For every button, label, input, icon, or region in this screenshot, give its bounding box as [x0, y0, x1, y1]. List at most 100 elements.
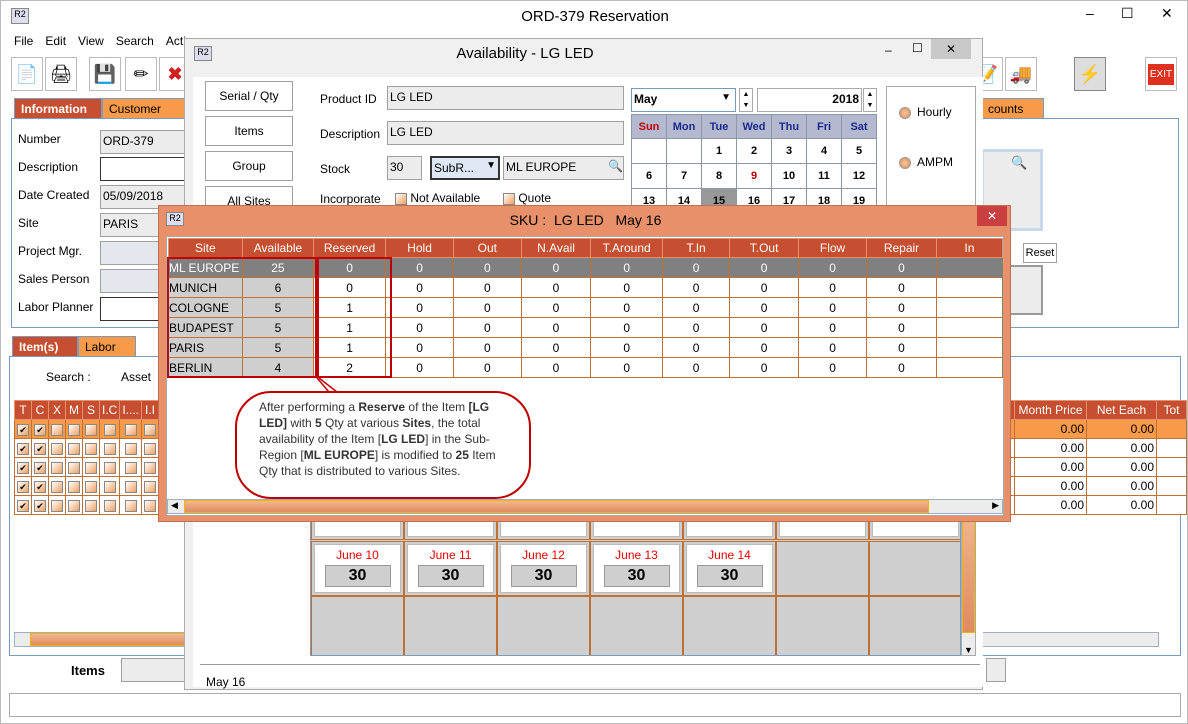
column-header[interactable]: T.In — [661, 238, 731, 258]
column-header[interactable]: S — [82, 400, 100, 420]
row-checkbox[interactable] — [98, 476, 121, 496]
row-checkbox[interactable] — [98, 495, 121, 515]
day-cell[interactable]: June 13 30 — [590, 541, 683, 596]
scroll-left-icon[interactable]: ◀ — [171, 500, 178, 510]
hourly-radio[interactable]: Hourly — [899, 105, 952, 119]
calendar-day[interactable]: 10 — [771, 163, 807, 189]
table-row[interactable]: ✔✔R — [14, 438, 173, 458]
calendar-day[interactable]: 2 — [736, 138, 772, 164]
column-header[interactable]: In — [935, 238, 1003, 258]
row-checkbox[interactable] — [65, 476, 83, 496]
day-grid-vscrollbar[interactable]: ▼ — [961, 504, 976, 656]
sku-table-scrollbar[interactable]: ◀ ▶ — [167, 499, 1003, 514]
calendar-day[interactable]: 11 — [806, 163, 842, 189]
column-header[interactable]: Site — [168, 238, 243, 258]
calendar-day[interactable]: 4 — [806, 138, 842, 164]
calendar-day[interactable]: 14 — [666, 188, 702, 214]
sku-close-button[interactable]: ✕ — [977, 206, 1007, 226]
menu-actions[interactable]: Acti — [165, 34, 186, 48]
row-checkbox[interactable] — [48, 476, 66, 496]
calendar-day[interactable]: 8 — [701, 163, 737, 189]
row-checkbox[interactable] — [48, 495, 66, 515]
dialog-close-button[interactable]: ✕ — [931, 39, 971, 59]
scroll-right-icon[interactable]: ▶ — [992, 500, 999, 510]
table-row[interactable]: BERLIN 4 2 0 0 0 0 0 0 0 0 — [168, 357, 1003, 378]
row-checkbox[interactable] — [119, 419, 143, 439]
column-header[interactable]: X — [48, 400, 66, 420]
region-search-icon[interactable]: 🔍 — [608, 159, 623, 173]
calendar-day[interactable]: 7 — [666, 163, 702, 189]
quote-checkbox[interactable]: Quote — [503, 191, 551, 205]
not-available-checkbox[interactable]: Not Available — [395, 191, 480, 205]
day-cell[interactable]: June 14 30 — [683, 541, 776, 596]
row-checkbox[interactable] — [141, 457, 160, 477]
row-checkbox[interactable]: ✔ — [31, 495, 49, 515]
menu-view[interactable]: View — [78, 34, 104, 48]
column-header[interactable]: N.Avail — [520, 238, 592, 258]
table-row[interactable]: 0.00 0.00 — [1004, 438, 1187, 458]
tab-discounts[interactable]: counts — [981, 98, 1044, 118]
tab-information[interactable]: Information — [14, 98, 102, 118]
column-header[interactable]: Hold — [384, 238, 455, 258]
day-cell[interactable]: June 12 30 — [497, 541, 590, 596]
row-checkbox[interactable] — [82, 457, 100, 477]
row-checkbox[interactable] — [141, 495, 160, 515]
row-checkbox[interactable] — [48, 457, 66, 477]
column-header[interactable]: I.... — [119, 400, 143, 420]
tab-customer[interactable]: Customer — [102, 98, 192, 118]
product-id-field[interactable]: LG LED — [387, 86, 624, 110]
row-checkbox[interactable]: ✔ — [14, 495, 32, 515]
close-button[interactable]: ✕ — [1161, 5, 1173, 21]
tab-labor[interactable]: Labor — [78, 336, 136, 356]
row-checkbox[interactable]: ✔ — [14, 457, 32, 477]
row-checkbox[interactable] — [119, 457, 143, 477]
row-checkbox[interactable] — [65, 419, 83, 439]
table-row[interactable]: 0.00 0.00 — [1004, 457, 1187, 477]
maximize-button[interactable]: ☐ — [1121, 5, 1134, 21]
save-icon[interactable]: 💾 — [89, 57, 121, 91]
year-field[interactable]: 2018 — [757, 88, 862, 112]
row-checkbox[interactable] — [141, 476, 160, 496]
calendar-day[interactable]: 9 — [736, 163, 772, 189]
calendar-day[interactable]: 1 — [701, 138, 737, 164]
column-header[interactable]: C — [31, 400, 49, 420]
table-row[interactable]: ✔✔R — [14, 495, 173, 515]
table-row[interactable]: MUNICH 6 0 0 0 0 0 0 0 0 0 — [168, 277, 1003, 298]
calendar-day[interactable]: 3 — [771, 138, 807, 164]
tab-items[interactable]: Item(s) — [12, 336, 78, 356]
row-checkbox[interactable]: ✔ — [31, 457, 49, 477]
table-row[interactable]: 0.00 0.00 — [1004, 495, 1187, 515]
row-checkbox[interactable]: ✔ — [31, 438, 49, 458]
region-field[interactable]: ML EUROPE — [503, 156, 624, 180]
row-checkbox[interactable] — [65, 457, 83, 477]
items-button[interactable]: Items — [205, 116, 293, 146]
table-row[interactable]: 0.00 0.00 — [1004, 419, 1187, 439]
row-checkbox[interactable] — [119, 438, 143, 458]
column-header[interactable]: I.I — [141, 400, 160, 420]
column-header[interactable]: T — [14, 400, 32, 420]
truck-icon[interactable]: 🚚 — [1005, 57, 1037, 91]
month-select[interactable]: May ▼ — [631, 88, 736, 112]
row-checkbox[interactable] — [141, 419, 160, 439]
row-checkbox[interactable]: ✔ — [14, 438, 32, 458]
scroll-down-icon[interactable]: ▼ — [964, 645, 973, 655]
menu-edit[interactable]: Edit — [45, 34, 67, 48]
row-checkbox[interactable] — [82, 495, 100, 515]
column-header[interactable]: M — [65, 400, 83, 420]
row-checkbox[interactable]: ✔ — [14, 476, 32, 496]
new-document-icon[interactable]: 📄 — [11, 57, 43, 91]
year-spinner[interactable]: ▲ ▼ — [863, 88, 877, 112]
calendar-day[interactable]: 12 — [841, 163, 877, 189]
row-checkbox[interactable] — [82, 476, 100, 496]
description-field[interactable]: LG LED — [387, 121, 624, 145]
column-header[interactable]: Tot — [1156, 400, 1187, 420]
description-field[interactable] — [100, 157, 190, 181]
row-checkbox[interactable] — [98, 457, 121, 477]
column-header[interactable]: I.C — [98, 400, 121, 420]
row-checkbox[interactable] — [65, 438, 83, 458]
region-type-select[interactable]: SubR... ▼ — [430, 156, 500, 180]
minimize-button[interactable]: – — [1086, 5, 1094, 21]
month-spinner[interactable]: ▲ ▼ — [739, 88, 753, 112]
number-field[interactable]: ORD-379 — [100, 130, 190, 154]
calendar-day[interactable]: 6 — [631, 163, 667, 189]
